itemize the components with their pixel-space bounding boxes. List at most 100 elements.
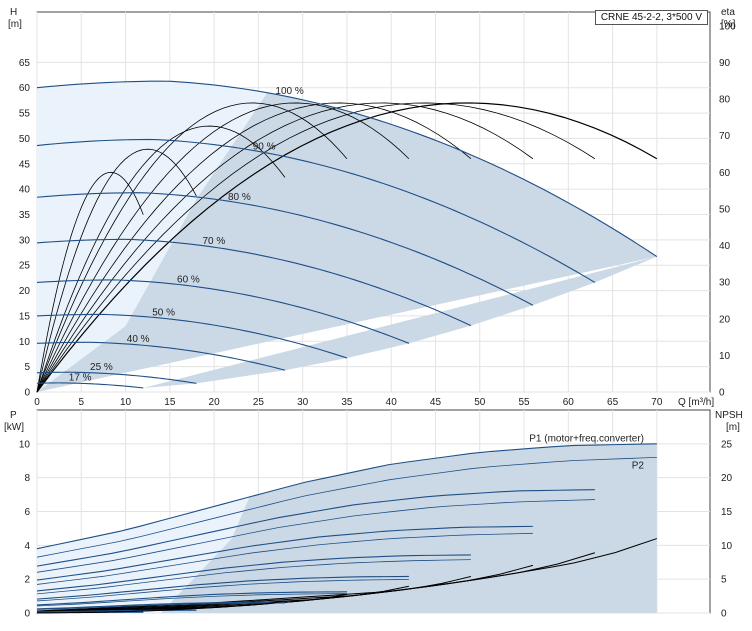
speed-curve [36,341,286,371]
eta-axis-tick-label: 20 [719,314,731,325]
q-axis-tick-label: 30 [297,397,309,408]
p1-power-curve [36,554,471,592]
p1-power-curve [36,591,347,606]
efficiency-curve [36,125,286,393]
q-axis-tick-label: 70 [651,397,663,408]
speed-curve-label: 60 % [177,275,200,286]
h-axis-tick-label: 25 [19,261,31,272]
speed-curve [36,138,596,283]
p1-power-curve [36,575,409,600]
q-axis-tick-label: 35 [341,397,353,408]
efficiency-curve [36,102,472,393]
eta-axis-tick-label: 30 [719,278,731,289]
h-axis-tick-label: 45 [19,159,31,170]
speed-curve-label: 17 % [69,372,92,383]
h-axis-tick-label: 30 [19,235,31,246]
p2-power-curve [36,456,657,558]
npsh-axis-tick-label: 15 [721,507,733,518]
npsh-curve [36,552,596,612]
eta-axis-tick-label: 50 [719,204,731,215]
p-axis-tick-label: 8 [24,473,30,484]
h-axis-tick-label: 35 [19,210,31,221]
npsh-axis-tick-label: 25 [721,439,733,450]
p1-power-curve [36,443,657,550]
npsh-curve [36,538,658,612]
chart-title: CRNE 45-2-2, 3*500 V [594,10,708,25]
speed-curve-label: 80 % [228,192,251,203]
eta-axis-tick-label: 40 [719,241,731,252]
p-axis-tick-label: 0 [24,609,30,620]
h-axis-tick-label: 60 [19,83,31,94]
h-axis-tick-label: 40 [19,185,31,196]
eta-axis-label: eta [721,7,735,18]
h-axis-tick-label: 20 [19,286,31,297]
p-axis-unit: [kW] [4,422,24,433]
q-axis-tick-label: 20 [209,397,221,408]
speed-curve [36,192,534,306]
q-axis-tick-label: 45 [430,397,442,408]
eta-axis-tick-label: 70 [719,131,731,142]
speed-curve [36,371,197,384]
p2-power-curve [36,602,285,610]
speed-curve-label: 25 % [90,362,113,373]
eta-axis-unit: [%] [721,19,736,30]
efficiency-curve [36,148,197,393]
efficiency-curve [36,171,144,393]
h-axis-tick-label: 50 [19,134,31,145]
p-axis-label: P [10,410,17,421]
p2-power-curve [36,499,595,573]
p-axis-tick-label: 6 [24,507,30,518]
npsh-axis-tick-label: 20 [721,473,733,484]
efficiency-curve [36,102,596,393]
npsh-axis-tick-label: 5 [721,575,727,586]
h-axis-tick-label: 5 [24,362,30,373]
q-axis-label: Q [m³/h] [678,397,714,408]
efficiency-curve [36,102,658,393]
npsh-axis-label: NPSH [715,410,743,421]
speed-curve [36,279,410,344]
q-axis-tick-label: 0 [34,397,40,408]
h-axis-tick-label: 55 [19,109,31,120]
p1-power-curve [36,489,595,567]
npsh-axis-unit: [m] [726,422,740,433]
q-axis-tick-label: 10 [120,397,132,408]
q-axis-tick-label: 5 [78,397,84,408]
h-axis-label: H [10,7,17,18]
eta-axis-tick-label: 0 [719,388,725,399]
h-axis-unit: [m] [8,19,22,30]
p2-power-curve [36,593,347,607]
speed-curve-label: 70 % [202,236,225,247]
speed-curve [36,382,144,389]
p2-power-curve [36,578,409,602]
h-axis-tick-label: 10 [19,337,31,348]
q-axis-tick-label: 40 [386,397,398,408]
npsh-curve [36,564,534,613]
eta-axis-tick-label: 100 [719,21,736,32]
npsh-curve [36,576,472,613]
p1-power-curve [36,525,533,581]
q-axis-tick-label: 65 [607,397,619,408]
speed-curve [36,80,658,258]
p2-power-curve [36,532,533,585]
p-axis-tick-label: 2 [24,575,30,586]
speed-curve [36,238,472,327]
speed-curve-label: 40 % [127,334,150,345]
speed-curve-label: 90 % [253,141,276,152]
q-axis-tick-label: 55 [518,397,530,408]
h-axis-tick-label: 65 [19,58,31,69]
speed-curve [36,313,348,359]
speed-curve-label: 50 % [152,307,175,318]
h-axis-tick-label: 15 [19,311,31,322]
eta-axis-tick-label: 90 [719,58,731,69]
q-axis-tick-label: 15 [164,397,176,408]
p2-power-curve [36,559,471,595]
efficiency-curve [36,102,410,393]
q-axis-tick-label: 25 [253,397,265,408]
p1-label: P1 (motor+freq.converter) [529,433,644,444]
efficiency-curve [36,102,534,393]
efficiency-curve [36,102,348,393]
eta-axis-tick-label: 60 [719,168,731,179]
q-axis-tick-label: 50 [474,397,486,408]
